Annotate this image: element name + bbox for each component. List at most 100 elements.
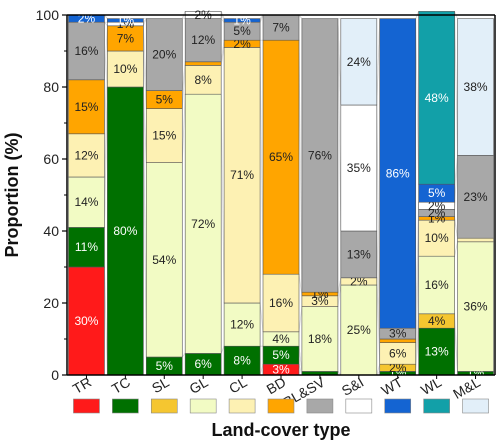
data-label-cl-wt: 1%: [233, 13, 251, 27]
y-tick-label-60: 60: [43, 151, 59, 167]
connector-cl-tr: [259, 364, 264, 376]
data-label-blandsv-cl: 3%: [311, 294, 329, 308]
connector-wt-gl: [415, 256, 420, 365]
x-tick-label-tr: TR: [70, 374, 94, 397]
connector-wt-tc: [415, 328, 420, 372]
bar-segment-bd-bd: [262, 39, 300, 275]
data-label-sl-bd: 5%: [156, 93, 174, 107]
bar-segment-sandi-sandi: [340, 104, 378, 232]
legend-swatch-cl: [228, 398, 256, 414]
data-label-bd-gl: 4%: [272, 332, 290, 346]
connector-wl-wl: [454, 11, 458, 156]
segment-connectors: [104, 11, 458, 376]
data-label-wl-wt: 5%: [428, 186, 446, 200]
bar-segment-wl-gl: [418, 255, 455, 315]
bar-segment-bd-cl: [262, 273, 300, 333]
connector-bd-sl: [298, 346, 303, 372]
connector-wt-sandi: [415, 202, 420, 329]
bar-segment-sl-blandsv: [145, 18, 183, 91]
data-label-gl-cl: 8%: [195, 73, 213, 87]
connector-bd-cl: [298, 274, 303, 296]
data-label-blandsv-gl: 18%: [308, 332, 332, 346]
connector-bd-bd: [298, 40, 303, 293]
connector-gl-bd: [220, 40, 225, 62]
data-label-sl-gl: 54%: [152, 253, 176, 267]
connector-blandsv-blandsv: [337, 18, 342, 232]
data-label-sandi-blandsv: 13%: [347, 247, 371, 261]
bar-segment-tr-bd: [68, 79, 105, 135]
data-label-sandi-sandi: 35%: [347, 161, 371, 175]
data-label-mandl-blandsv: 23%: [464, 190, 488, 204]
data-label-wl-gl: 16%: [425, 278, 449, 292]
data-label-sandi-gl: 25%: [347, 323, 371, 337]
data-label-tc-tc: 80%: [113, 224, 137, 238]
legend-swatch-blandsv: [306, 398, 334, 414]
bar-segment-tc-wt: [107, 18, 144, 23]
data-label-gl-blandsv: 12%: [191, 33, 215, 47]
data-label-tr-blandsv: 16%: [74, 44, 98, 58]
legend-swatch-sl: [150, 398, 178, 414]
data-label-wl-sl: 4%: [428, 314, 446, 328]
x-tick-label-sl: SL: [149, 374, 172, 397]
y-axis-title: Proportion (%): [2, 133, 22, 258]
bar-segment-wl-cl: [418, 219, 455, 257]
connector-blandsv-wl: [337, 18, 342, 106]
data-label-sandi-mandl: 24%: [347, 55, 371, 69]
data-label-bd-tc: 5%: [272, 348, 290, 362]
data-label-tc-cl: 10%: [113, 62, 137, 76]
connector-sl-sl: [181, 353, 186, 358]
connector-tc-cl: [142, 50, 147, 109]
connector-bd-gl: [298, 306, 303, 332]
bar-segment-mandl-cl: [457, 237, 494, 243]
data-label-tr-bd: 15%: [74, 100, 98, 114]
bar-segment-cl-cl: [223, 47, 261, 304]
bar-segment-blandsv-blandsv: [301, 18, 339, 293]
data-label-bd-bd: 65%: [269, 150, 293, 164]
connector-cl-gl: [259, 302, 264, 332]
x-axis-title: Land-cover type: [211, 420, 350, 440]
bar-segment-sl-gl: [145, 162, 183, 358]
connector-tc-sl: [142, 86, 147, 358]
data-label-tr-tr: 30%: [74, 314, 98, 328]
data-label-wl-cl: 10%: [425, 231, 449, 245]
connector-cl-cl: [259, 47, 264, 275]
x-tick-label-cl: CL: [226, 374, 250, 397]
connector-wl-bd: [454, 216, 458, 239]
legend-swatch-gl: [189, 398, 217, 414]
bar-segment-gl-bd: [184, 61, 222, 66]
y-tick-label-40: 40: [43, 223, 59, 239]
legend-swatch-bd: [267, 398, 295, 414]
bar-segment-sandi-mandl: [340, 18, 378, 106]
connector-tr-tr: [104, 266, 108, 376]
bar-segment-wl-tc: [418, 327, 455, 376]
legend-swatch-tr: [73, 398, 100, 414]
connector-gl-gl: [220, 94, 225, 304]
data-label-tr-wt: 2%: [78, 12, 96, 26]
bar-segment-sandi-blandsv: [340, 230, 378, 279]
y-tick-label-80: 80: [43, 79, 59, 95]
connector-sl-bd: [181, 61, 186, 91]
bar-segment-tr-tc: [68, 227, 105, 268]
connector-wt-wt: [415, 18, 420, 185]
bar-segment-tc-cl: [107, 50, 144, 88]
data-label-cl-blandsv: 5%: [233, 24, 251, 38]
connector-wl-sl: [454, 313, 458, 372]
bar-segment-mandl-gl: [457, 241, 494, 372]
data-label-sl-tc: 5%: [156, 359, 174, 373]
connector-sandi-bd: [376, 277, 381, 340]
data-label-mandl-mandl: 38%: [464, 80, 488, 94]
y-tick-label-0: 0: [51, 367, 59, 383]
connector-tr-cl: [104, 50, 108, 134]
connector-tr-gl: [104, 86, 108, 178]
connector-wl-wt: [454, 155, 458, 185]
data-label-cl-tc: 8%: [233, 354, 251, 368]
bar-segment-cl-wt: [223, 18, 261, 23]
legend: [73, 398, 489, 414]
data-label-tc-wt: 1%: [117, 13, 135, 27]
data-label-mandl-gl: 36%: [464, 300, 488, 314]
data-label-bd-cl: 16%: [269, 296, 293, 310]
bar-segment-tr-blandsv: [68, 21, 105, 81]
connector-tr-blandsv: [104, 21, 108, 27]
data-label-tc-bd: 7%: [117, 31, 135, 45]
